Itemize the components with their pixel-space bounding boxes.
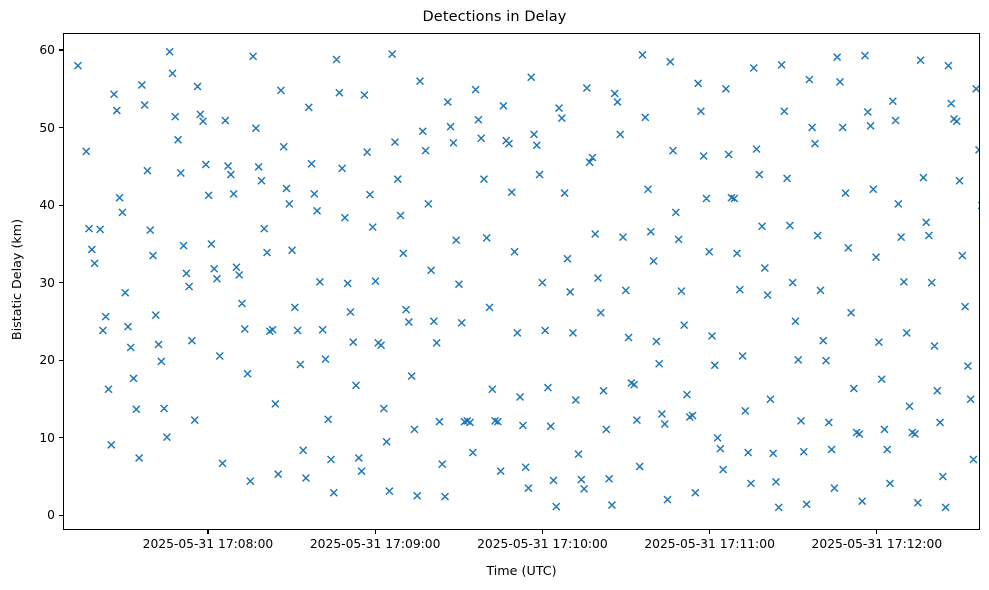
plot-area (63, 33, 980, 530)
y-tick-label: 50 (39, 120, 55, 135)
x-tick-mark (207, 530, 209, 534)
y-tick-label: 60 (39, 43, 55, 58)
y-tick-mark (59, 514, 63, 516)
x-tick-mark (876, 530, 878, 534)
scatter-series (73, 47, 979, 512)
x-tick-mark (541, 530, 543, 534)
x-tick-label: 2025-05-31 17:08:00 (142, 537, 274, 551)
x-tick-label: 2025-05-31 17:09:00 (309, 537, 441, 551)
y-tick-mark (59, 49, 63, 51)
x-axis-label: Time (UTC) (486, 563, 557, 578)
y-tick-mark (59, 359, 63, 361)
y-tick-label: 0 (47, 508, 55, 523)
y-tick-label: 10 (39, 430, 55, 445)
y-tick-mark (59, 282, 63, 284)
x-tick-label: 2025-05-31 17:11:00 (644, 537, 775, 551)
x-tick-label: 2025-05-31 17:12:00 (811, 537, 943, 551)
y-tick-mark (59, 204, 63, 206)
y-tick-label: 40 (39, 198, 55, 213)
y-tick-mark (59, 126, 63, 129)
y-tick-mark (59, 437, 63, 439)
chart-title: Detections in Delay (422, 9, 567, 25)
x-tick-mark (709, 530, 711, 534)
y-tick-label: 30 (39, 275, 55, 290)
x-tick-label: 2025-05-31 17:10:00 (477, 537, 608, 551)
y-tick-label: 20 (39, 353, 55, 368)
x-tick-mark (374, 530, 376, 534)
